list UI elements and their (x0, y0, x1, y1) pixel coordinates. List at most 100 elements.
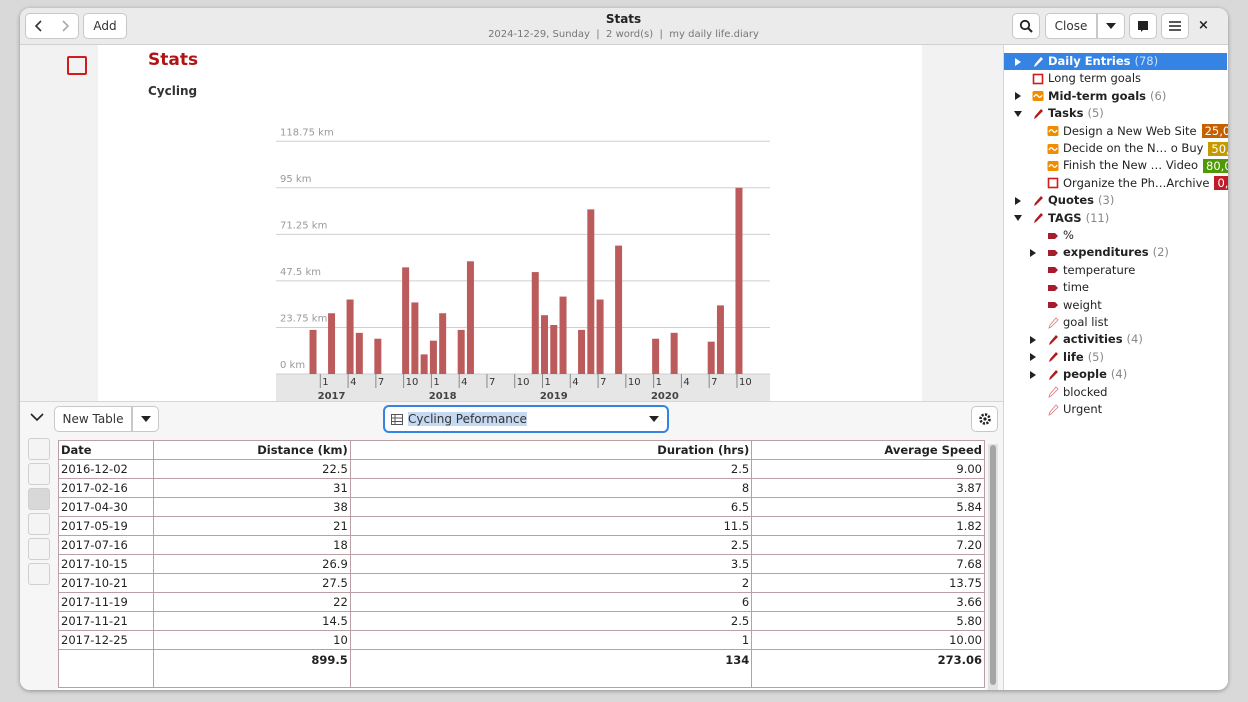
tree-item[interactable]: Long term goals (1004, 70, 1227, 87)
table-view[interactable] (28, 488, 50, 510)
item-icon (1032, 73, 1044, 85)
book-button[interactable] (1129, 13, 1157, 39)
pen-shape (1034, 195, 1043, 206)
x-tick-label: 1 (545, 377, 551, 388)
forward-icon[interactable] (60, 20, 70, 32)
table-selector[interactable]: Cycling Peformance (384, 406, 668, 432)
x-year-label: 2019 (540, 391, 568, 402)
table-cell: 10.00 (751, 630, 985, 650)
item-count: (78) (1134, 54, 1159, 68)
bar (402, 267, 410, 374)
tree-item[interactable]: Tasks (5) (1004, 105, 1227, 122)
header-bar: Add Stats 2024-12-29, Sunday | 2 word(s)… (20, 8, 1228, 45)
column-header[interactable]: Duration (hrs) (349, 440, 753, 460)
table-cell: 6 (349, 592, 753, 612)
search-button[interactable] (1012, 13, 1040, 39)
item-label: Daily Entries (1048, 54, 1131, 68)
tree-item[interactable]: Design a New Web Site 25,0% (1004, 123, 1228, 140)
chart-view[interactable] (28, 513, 50, 535)
item-icon (1034, 213, 1043, 224)
nav-buttons[interactable] (25, 13, 79, 39)
x-tick-label: 7 (600, 377, 606, 388)
tree-item[interactable]: people (4) (1004, 366, 1227, 383)
table-row: 2017-10-21 27.5 2 13.75 (58, 573, 985, 593)
progress-wave (1033, 94, 1043, 99)
table-cell: 3.5 (349, 554, 753, 574)
bar (735, 187, 743, 374)
table-cell: 11.5 (349, 516, 753, 536)
expander[interactable] (1029, 335, 1037, 344)
menu-button[interactable] (1161, 13, 1189, 39)
bar (439, 313, 447, 374)
calendar-view[interactable] (28, 438, 50, 460)
expander[interactable] (1014, 57, 1022, 66)
tree-item[interactable]: Quotes (3) (1004, 192, 1227, 209)
tree-item[interactable]: TAGS (11) (1004, 210, 1227, 227)
expander[interactable] (1014, 214, 1022, 222)
x-tick-label: 7 (378, 377, 384, 388)
table-cell: 2.5 (349, 535, 753, 555)
x-tick-label: 10 (739, 377, 752, 388)
collapse-icon[interactable] (30, 412, 44, 422)
totals-cell: 134 (349, 649, 753, 688)
tree-item[interactable]: time (1004, 279, 1227, 296)
tree-item[interactable]: Organize the Ph…Archive 0,0% (1004, 175, 1228, 192)
book-view[interactable] (28, 563, 50, 585)
expander[interactable] (1029, 353, 1037, 362)
close-menu[interactable] (1097, 13, 1125, 39)
table-cell: 2017-10-15 (58, 554, 154, 574)
tree-item[interactable]: blocked (1004, 384, 1227, 401)
map-view[interactable] (28, 538, 50, 560)
tree-item[interactable]: goal list (1004, 314, 1227, 331)
scrollbar[interactable] (988, 444, 998, 690)
window-close[interactable]: × (1198, 18, 1209, 33)
tree-item[interactable]: Finish the New … Video 80,0% (1004, 157, 1228, 174)
tree-item[interactable]: Urgent (1004, 401, 1227, 418)
add-button[interactable]: Add (83, 13, 127, 39)
y-tick-label: 95 km (280, 174, 311, 185)
expander[interactable] (1014, 110, 1022, 118)
expander[interactable] (1014, 196, 1022, 205)
table-cell: 22.5 (152, 459, 351, 479)
tree-item[interactable]: activities (4) (1004, 331, 1227, 348)
x-year-label: 2017 (318, 391, 346, 402)
pen-shape (1048, 403, 1059, 416)
expander[interactable] (1029, 248, 1037, 257)
item-icon (1034, 108, 1043, 119)
column-header[interactable]: Date (58, 440, 154, 460)
item-label: temperature (1063, 262, 1136, 277)
expander-arrow (1015, 92, 1021, 101)
table-row: 2017-11-21 14.5 2.5 5.80 (58, 611, 985, 631)
entry-heading: Cycling (148, 84, 198, 98)
tree-item[interactable]: weight (1004, 297, 1227, 314)
column-header[interactable]: Distance (km) (152, 440, 351, 460)
entry-checkbox[interactable] (67, 56, 87, 75)
table-cell: 13.75 (751, 573, 985, 593)
item-count: (5) (1087, 106, 1104, 121)
table-menu[interactable] (132, 406, 159, 432)
new-table-button[interactable]: New Table (54, 406, 132, 432)
expander[interactable] (1014, 92, 1022, 101)
tree-item[interactable]: Mid-term goals (6) (1004, 88, 1227, 105)
table-settings[interactable] (971, 406, 998, 432)
totals-row: 899.5 134 273.06 (58, 649, 985, 688)
progress-badge: 50,0% (1208, 141, 1228, 156)
tree-item[interactable]: life (5) (1004, 349, 1227, 366)
tree-item[interactable]: Decide on the N… o Buy 50,0% (1004, 140, 1228, 157)
column-header[interactable]: Average Speed (751, 440, 985, 460)
search-view[interactable] (28, 463, 50, 485)
back-icon[interactable] (34, 20, 44, 32)
bar (615, 245, 623, 374)
box-shape (1032, 73, 1044, 85)
expander[interactable] (1029, 370, 1037, 379)
tree-item[interactable]: Daily Entries (78) (1004, 53, 1227, 70)
tree-item[interactable]: % (1004, 227, 1227, 244)
y-tick-label: 0 km (280, 360, 305, 371)
box-shape (1047, 177, 1059, 189)
axis-band (276, 374, 770, 402)
tree-item[interactable]: temperature (1004, 262, 1227, 279)
close-button[interactable]: Close (1045, 13, 1097, 39)
tree-item[interactable]: expenditures (2) (1004, 244, 1227, 261)
bar (346, 299, 354, 374)
tag-shape (1048, 284, 1058, 291)
